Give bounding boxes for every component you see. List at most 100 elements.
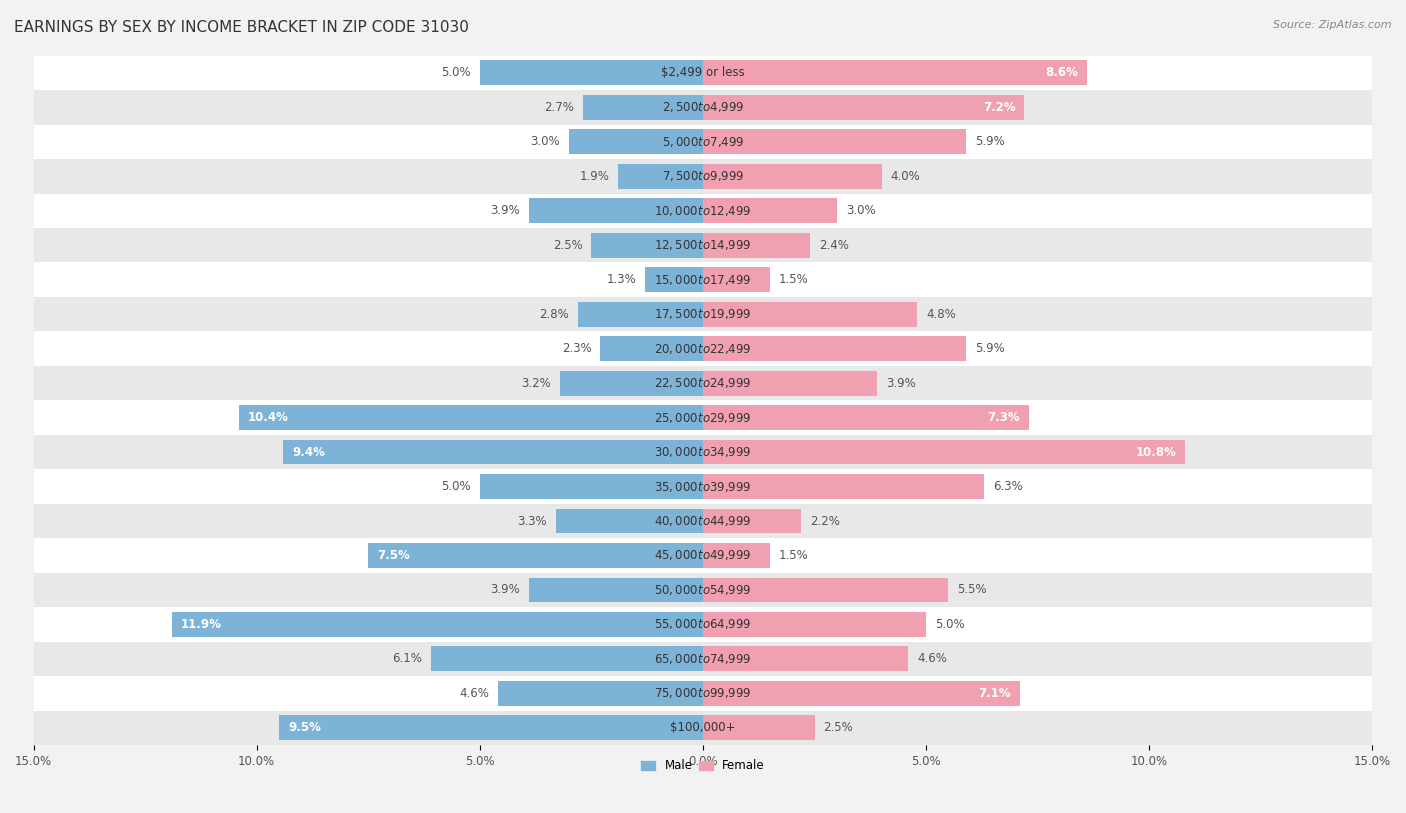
Text: $25,000 to $29,999: $25,000 to $29,999 xyxy=(654,411,752,424)
Text: 7.3%: 7.3% xyxy=(987,411,1019,424)
Text: 7.2%: 7.2% xyxy=(983,101,1015,114)
Text: 5.9%: 5.9% xyxy=(976,342,1005,355)
Bar xyxy=(34,572,1372,607)
Text: $5,000 to $7,499: $5,000 to $7,499 xyxy=(662,135,744,149)
Bar xyxy=(498,681,703,706)
Bar xyxy=(34,297,1372,332)
Legend: Male, Female: Male, Female xyxy=(637,754,769,777)
Text: $2,499 or less: $2,499 or less xyxy=(661,67,745,80)
Bar xyxy=(703,198,837,224)
Text: 3.2%: 3.2% xyxy=(522,376,551,389)
Bar xyxy=(34,676,1372,711)
Bar xyxy=(239,405,703,430)
Text: $2,500 to $4,999: $2,500 to $4,999 xyxy=(662,100,744,115)
Text: $35,000 to $39,999: $35,000 to $39,999 xyxy=(654,480,752,493)
Bar xyxy=(703,612,927,637)
Bar xyxy=(703,474,984,499)
Text: 5.9%: 5.9% xyxy=(976,135,1005,148)
Text: 4.6%: 4.6% xyxy=(458,687,489,700)
Bar xyxy=(569,129,703,154)
Text: 5.0%: 5.0% xyxy=(441,480,471,493)
Text: 9.5%: 9.5% xyxy=(288,721,321,734)
Bar xyxy=(368,543,703,568)
Text: 5.5%: 5.5% xyxy=(957,584,987,597)
Text: $7,500 to $9,999: $7,500 to $9,999 xyxy=(662,169,744,183)
Bar xyxy=(703,164,882,189)
Text: $50,000 to $54,999: $50,000 to $54,999 xyxy=(654,583,752,597)
Bar xyxy=(592,233,703,258)
Bar xyxy=(703,129,966,154)
Text: 1.5%: 1.5% xyxy=(779,549,808,562)
Bar xyxy=(34,90,1372,124)
Text: $55,000 to $64,999: $55,000 to $64,999 xyxy=(654,617,752,632)
Bar xyxy=(703,405,1029,430)
Bar xyxy=(284,440,703,464)
Text: 8.6%: 8.6% xyxy=(1045,67,1078,80)
Text: 3.0%: 3.0% xyxy=(846,204,876,217)
Bar xyxy=(529,198,703,224)
Bar xyxy=(34,504,1372,538)
Text: 2.7%: 2.7% xyxy=(544,101,574,114)
Bar xyxy=(703,60,1087,85)
Text: 2.2%: 2.2% xyxy=(810,515,839,528)
Text: 3.9%: 3.9% xyxy=(491,204,520,217)
Bar xyxy=(703,233,810,258)
Bar xyxy=(703,95,1025,120)
Bar xyxy=(703,646,908,672)
Bar xyxy=(703,577,949,602)
Text: $45,000 to $49,999: $45,000 to $49,999 xyxy=(654,549,752,563)
Text: 2.5%: 2.5% xyxy=(553,239,582,252)
Text: $30,000 to $34,999: $30,000 to $34,999 xyxy=(654,445,752,459)
Text: 7.1%: 7.1% xyxy=(979,687,1011,700)
Bar xyxy=(703,543,770,568)
Text: 1.3%: 1.3% xyxy=(606,273,636,286)
Bar xyxy=(34,124,1372,159)
Bar xyxy=(703,302,917,327)
Text: 4.8%: 4.8% xyxy=(927,307,956,320)
Bar xyxy=(34,469,1372,504)
Text: 3.9%: 3.9% xyxy=(886,376,915,389)
Bar xyxy=(430,646,703,672)
Text: 9.4%: 9.4% xyxy=(292,446,325,459)
Bar xyxy=(703,715,814,741)
Bar xyxy=(34,366,1372,400)
Bar xyxy=(582,95,703,120)
Bar xyxy=(34,55,1372,90)
Text: 5.0%: 5.0% xyxy=(441,67,471,80)
Text: 11.9%: 11.9% xyxy=(181,618,222,631)
Bar xyxy=(172,612,703,637)
Bar xyxy=(578,302,703,327)
Text: 6.3%: 6.3% xyxy=(993,480,1022,493)
Text: 4.6%: 4.6% xyxy=(917,652,948,665)
Text: $15,000 to $17,499: $15,000 to $17,499 xyxy=(654,272,752,287)
Bar xyxy=(560,371,703,396)
Text: 3.0%: 3.0% xyxy=(530,135,560,148)
Bar xyxy=(703,509,801,533)
Text: EARNINGS BY SEX BY INCOME BRACKET IN ZIP CODE 31030: EARNINGS BY SEX BY INCOME BRACKET IN ZIP… xyxy=(14,20,470,35)
Text: 5.0%: 5.0% xyxy=(935,618,965,631)
Bar xyxy=(34,538,1372,572)
Bar xyxy=(34,641,1372,676)
Text: 3.3%: 3.3% xyxy=(517,515,547,528)
Bar xyxy=(600,337,703,361)
Text: Source: ZipAtlas.com: Source: ZipAtlas.com xyxy=(1274,20,1392,30)
Text: 3.9%: 3.9% xyxy=(491,584,520,597)
Bar xyxy=(34,435,1372,469)
Bar xyxy=(34,332,1372,366)
Text: 2.5%: 2.5% xyxy=(824,721,853,734)
Bar xyxy=(34,711,1372,745)
Bar xyxy=(619,164,703,189)
Bar xyxy=(34,228,1372,263)
Text: 2.8%: 2.8% xyxy=(540,307,569,320)
Text: 10.8%: 10.8% xyxy=(1135,446,1175,459)
Bar xyxy=(34,263,1372,297)
Bar xyxy=(34,159,1372,193)
Text: $20,000 to $22,499: $20,000 to $22,499 xyxy=(654,341,752,355)
Text: 6.1%: 6.1% xyxy=(392,652,422,665)
Text: 1.5%: 1.5% xyxy=(779,273,808,286)
Text: $75,000 to $99,999: $75,000 to $99,999 xyxy=(654,686,752,700)
Bar xyxy=(703,681,1019,706)
Bar xyxy=(34,400,1372,435)
Text: $12,500 to $14,999: $12,500 to $14,999 xyxy=(654,238,752,252)
Text: 1.9%: 1.9% xyxy=(579,170,609,183)
